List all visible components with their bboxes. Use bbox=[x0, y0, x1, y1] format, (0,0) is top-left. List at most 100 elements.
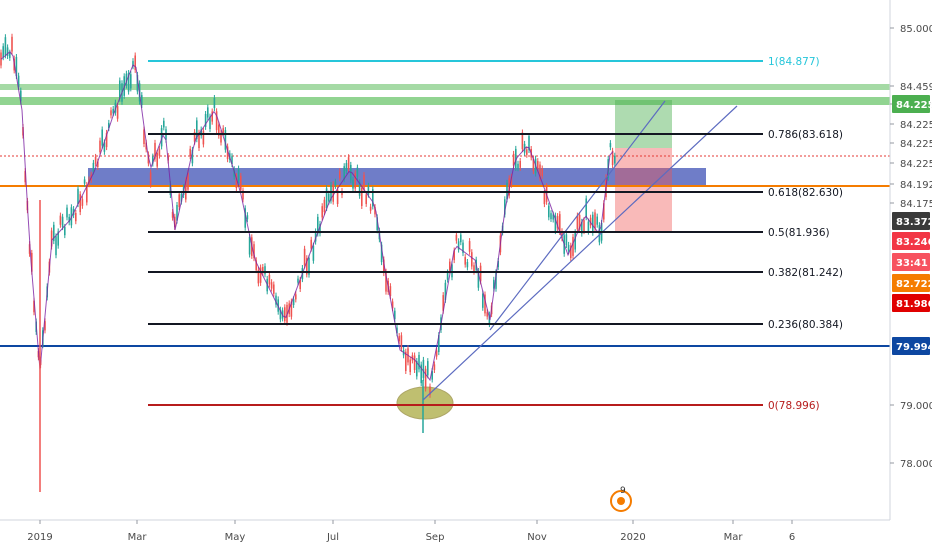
candle-body bbox=[312, 245, 315, 261]
candle-body bbox=[224, 130, 227, 150]
candle-body bbox=[163, 120, 165, 128]
candle-body bbox=[565, 234, 568, 245]
candle-body bbox=[343, 166, 345, 180]
candle-body bbox=[211, 111, 213, 122]
candle-body bbox=[176, 205, 178, 221]
candle-body bbox=[585, 198, 587, 218]
candle-body bbox=[191, 149, 194, 164]
price-badge bbox=[892, 294, 930, 312]
candle-body bbox=[2, 46, 4, 58]
uptrend-line-2 bbox=[489, 100, 666, 331]
candle-body bbox=[486, 312, 488, 317]
candle-body bbox=[231, 156, 233, 165]
candle-body bbox=[134, 55, 136, 70]
uptrend-line-1 bbox=[422, 105, 738, 401]
candle-body bbox=[273, 284, 275, 294]
candle-body bbox=[515, 148, 517, 168]
candle-body bbox=[180, 193, 183, 202]
candle-body bbox=[367, 185, 370, 195]
candle-body bbox=[427, 361, 429, 376]
candle-body bbox=[468, 241, 471, 252]
candle-body bbox=[246, 215, 249, 220]
time-tick-label: Jul bbox=[326, 532, 339, 543]
blue-consolidation-zone bbox=[88, 168, 706, 185]
candle-body bbox=[352, 179, 354, 189]
candle-body bbox=[356, 167, 359, 177]
candle-body bbox=[242, 190, 244, 200]
candle-body bbox=[94, 156, 97, 164]
candle-body bbox=[275, 295, 277, 305]
candle-body bbox=[537, 161, 539, 169]
candle-body bbox=[510, 176, 513, 185]
candle-body bbox=[103, 142, 106, 152]
candle-body bbox=[66, 207, 68, 218]
candle-body bbox=[323, 199, 326, 213]
candle-body bbox=[209, 116, 211, 129]
candle-body bbox=[583, 220, 585, 232]
candle-body bbox=[429, 386, 431, 395]
green-resistance-zone-thin bbox=[0, 84, 890, 90]
candle-body bbox=[108, 122, 110, 129]
candle-body bbox=[119, 80, 121, 99]
candle-body bbox=[471, 252, 473, 267]
candle-body bbox=[53, 224, 55, 242]
low-highlight-ellipse bbox=[396, 386, 454, 420]
candle-body bbox=[75, 213, 77, 222]
candle-body bbox=[567, 244, 570, 252]
candle-body bbox=[244, 208, 246, 228]
candle-body bbox=[270, 282, 273, 289]
price-badge bbox=[892, 232, 930, 250]
candle-body bbox=[160, 128, 163, 147]
tradingview-logo-icon[interactable]: 9 bbox=[610, 486, 632, 512]
candle-body bbox=[132, 61, 134, 67]
candle-body bbox=[295, 294, 297, 300]
candle-body bbox=[574, 232, 576, 250]
price-tick-label: 84.459 bbox=[900, 82, 932, 93]
fib-level-label: 0.236(80.384) bbox=[768, 319, 843, 331]
candle-body bbox=[394, 310, 396, 320]
candle-body bbox=[433, 364, 436, 370]
price-tick-label: 84.225 bbox=[900, 139, 932, 150]
candle-body bbox=[460, 234, 462, 243]
time-tick-label: Mar bbox=[128, 532, 148, 543]
candle-body bbox=[361, 187, 363, 206]
candle-body bbox=[196, 120, 198, 140]
candle-body bbox=[253, 244, 255, 258]
candle-body bbox=[149, 172, 152, 185]
candle-body bbox=[462, 242, 464, 254]
candle-body bbox=[141, 95, 143, 105]
candle-body bbox=[363, 175, 365, 190]
candle-body bbox=[453, 250, 455, 261]
candle-body bbox=[598, 225, 601, 243]
candle-body bbox=[398, 336, 400, 342]
candle-body bbox=[435, 350, 438, 357]
candle-body bbox=[255, 260, 257, 271]
candle-body bbox=[479, 265, 482, 282]
candle-body bbox=[548, 205, 550, 218]
candle-body bbox=[345, 163, 348, 172]
candle-body bbox=[174, 216, 176, 227]
candle-body bbox=[154, 142, 156, 159]
candle-body bbox=[79, 194, 81, 213]
candle-body bbox=[64, 226, 66, 236]
fib-level-label: 0.786(83.618) bbox=[768, 129, 843, 141]
candle-body bbox=[477, 271, 480, 288]
price-badge-label: 83.246 bbox=[896, 237, 932, 248]
candle-body bbox=[218, 124, 220, 136]
candle-body bbox=[482, 293, 484, 308]
candle-body bbox=[4, 37, 7, 56]
time-tick-label: Mar bbox=[724, 532, 744, 543]
green-resistance-zone bbox=[0, 97, 890, 105]
price-badge-label: 33:41 bbox=[896, 258, 928, 269]
candle-body bbox=[570, 245, 572, 258]
price-tick-label: 84.175 bbox=[900, 199, 932, 210]
candle-body bbox=[541, 168, 543, 176]
candle-body bbox=[455, 234, 458, 241]
candle-body bbox=[143, 129, 145, 144]
candle-body bbox=[578, 214, 581, 230]
candle-body bbox=[31, 252, 33, 272]
candle-body bbox=[422, 359, 425, 378]
price-badge-label: 79.994 bbox=[896, 342, 932, 353]
